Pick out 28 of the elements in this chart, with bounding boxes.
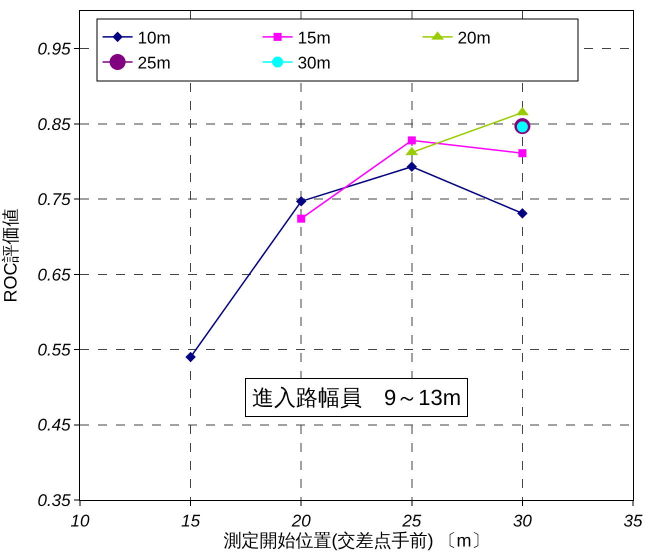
point xyxy=(517,208,528,219)
point xyxy=(406,162,417,172)
y-tick-label: 0.65 xyxy=(38,265,72,284)
x-tick-label: 30 xyxy=(512,511,532,530)
point xyxy=(185,352,196,362)
legend-label: 25m xyxy=(138,54,171,73)
x-tick-label: 15 xyxy=(181,511,201,530)
x-tick-label: 10 xyxy=(70,511,90,530)
x-tick-label: 35 xyxy=(624,511,643,530)
y-axis-title: ROC評価値 xyxy=(0,208,21,302)
y-tick-label: 0.45 xyxy=(38,416,72,435)
x-tick-label: 25 xyxy=(401,511,422,530)
legend-label: 20m xyxy=(458,28,491,48)
point xyxy=(297,214,306,223)
legend-label: 30m xyxy=(298,54,331,73)
x-axis-title: 測定開始位置(交差点手前) 〔m〕 xyxy=(224,530,490,550)
point xyxy=(518,149,526,158)
point xyxy=(296,196,306,207)
point xyxy=(408,136,416,144)
x-tick-label: 20 xyxy=(290,511,312,530)
y-tick-label: 0.35 xyxy=(38,490,72,510)
y-tick-label: 0.95 xyxy=(38,40,72,59)
y-tick-label: 0.55 xyxy=(38,340,72,360)
legend-label: 10m xyxy=(138,28,171,48)
annotation: 進入路幅員 9～13m xyxy=(252,385,462,410)
legend-label: 15m xyxy=(298,28,331,48)
y-tick-label: 0.85 xyxy=(38,114,72,134)
y-tick-label: 0.75 xyxy=(38,190,72,210)
